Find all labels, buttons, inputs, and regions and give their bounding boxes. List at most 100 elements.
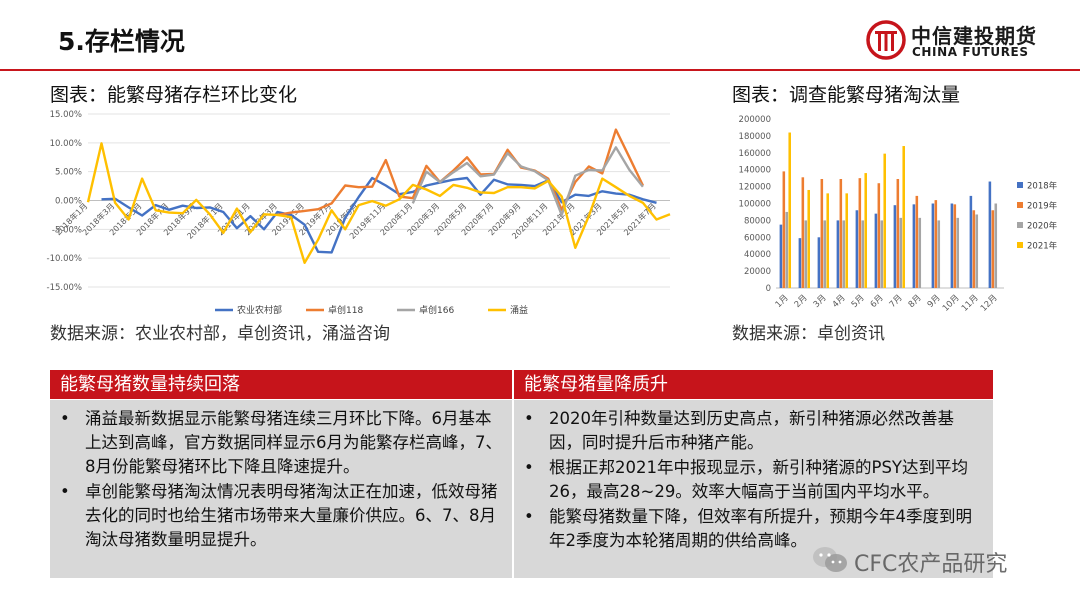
- y-tick-label: 40000: [744, 250, 771, 260]
- bar-2018年-2月: [798, 238, 802, 288]
- y-tick-label: 15.00%: [50, 110, 82, 120]
- bullet-item: • 涌益最新数据显示能繁母猪连续三月环比下降。6月基本上达到高峰，官方数据同样显示…: [60, 409, 502, 476]
- bar-2019年-1月: [782, 171, 786, 288]
- bar-2021年-7月: [902, 146, 905, 288]
- bar-2019年-2月: [801, 177, 805, 288]
- bar-2019年-5月: [858, 178, 862, 288]
- bar-2020年-8月: [918, 217, 922, 288]
- bullet-item: • 卓创能繁母猪淘汰情况表明母猪淘汰正在加速，低效母猪去化的同时也给生猪市场带来大…: [60, 482, 498, 549]
- legend-label: 2019年: [1027, 201, 1058, 212]
- logo-chinese-name: 中信建投期货: [911, 24, 1037, 48]
- x-tick-label: 9月: [926, 293, 943, 310]
- bullet-item: • 2020年引种数量达到历史高点，新引种猪源必然改善基因，同时提升后市种猪产能。: [524, 409, 954, 452]
- bar-2021年-6月: [883, 153, 886, 288]
- bar-2019年-4月: [839, 178, 843, 288]
- series-line-卓创166: [411, 146, 644, 217]
- y-tick-label: -5.00%: [52, 225, 82, 235]
- y-tick-label: -10.00%: [47, 254, 82, 264]
- bar-2019年-8月: [915, 195, 919, 288]
- bar-2020年-10月: [956, 217, 960, 288]
- bar-2018年-1月: [779, 224, 783, 288]
- bar-2020年-2月: [804, 220, 808, 288]
- bar-2018年-5月: [855, 210, 859, 288]
- bar-2018年-9月: [931, 203, 935, 288]
- bar-2020年-4月: [842, 220, 846, 288]
- legend-label: 2021年: [1027, 241, 1058, 252]
- bar-2021年-4月: [845, 193, 848, 288]
- y-tick-label: 60000: [744, 233, 771, 243]
- y-tick-label: 0: [766, 284, 771, 294]
- sow-inventory-mom-chart: 15.00% 10.00% 5.00% 0.00% -5.00% -10.00% -15.0…: [47, 110, 671, 316]
- y-tick-label: 140000: [739, 166, 771, 176]
- y-tick-label: -15.00%: [47, 283, 82, 293]
- right-chart-title: 图表：调查能繁母猪淘汰量: [732, 84, 961, 106]
- bar-2020年-3月: [823, 220, 827, 288]
- legend-label: 农业农村部: [237, 304, 282, 316]
- legend-label: 卓创118: [328, 304, 363, 316]
- logo-english-name: CHINA FUTURES: [912, 45, 1029, 59]
- citic-emblem-icon: [866, 20, 906, 60]
- company-logo: 中信建投期货 CHINA FUTURES: [866, 18, 1056, 64]
- bar-2019年-6月: [877, 183, 881, 288]
- y-tick-label: 80000: [744, 216, 771, 226]
- left-panel-title: 能繁母猪数量持续回落: [50, 370, 512, 399]
- y-tick-label: 200000: [739, 115, 771, 125]
- bar-2018年-11月: [969, 195, 973, 288]
- page-title: 5.存栏情况: [58, 27, 185, 56]
- bar-2018年-4月: [836, 220, 840, 288]
- bar-2020年-7月: [899, 217, 903, 288]
- x-tick-label: 10月: [941, 293, 962, 314]
- right-chart-source: 数据来源：卓创资讯: [732, 324, 885, 344]
- bar-2019年-12月: [991, 210, 995, 288]
- x-tick-label: 6月: [869, 293, 886, 310]
- bar-2020年-12月: [994, 203, 998, 288]
- bar-2019年-11月: [972, 210, 976, 288]
- bar-2020年-5月: [861, 220, 865, 288]
- y-tick-label: 120000: [739, 183, 771, 193]
- left-chart-title: 图表：能繁母猪存栏环比变化: [50, 84, 298, 106]
- legend-label: 涌益: [510, 304, 528, 316]
- bar-2018年-3月: [817, 237, 821, 288]
- series-line-卓创118: [277, 128, 644, 217]
- wechat-icon: [813, 547, 847, 572]
- y-tick-label: 20000: [744, 267, 771, 277]
- legend-swatch: [1017, 222, 1023, 228]
- bar-2018年-6月: [874, 213, 878, 288]
- x-tick-label: 5月: [850, 293, 867, 310]
- y-tick-label: 180000: [739, 132, 771, 142]
- bar-2021年-1月: [788, 132, 791, 288]
- header-divider: [0, 69, 1080, 71]
- bar-2020年-11月: [975, 214, 979, 288]
- x-tick-label: 11月: [960, 293, 981, 314]
- bar-2020年-6月: [880, 220, 884, 288]
- x-tick-label: 4月: [831, 293, 848, 310]
- right-panel-title: 能繁母猪量降质升: [514, 370, 993, 399]
- left-chart-source: 数据来源：农业农村部，卓创资讯，涌溢咨询: [50, 324, 390, 344]
- bar-2019年-7月: [896, 178, 900, 288]
- bar-2021年-2月: [807, 189, 810, 288]
- y-tick-label: 100000: [739, 200, 771, 210]
- bullet-item: • 能繁母猪数量下降，但效率有所提升，预期今年4季度到明年2季度为本轮猪周期的供给…: [524, 507, 972, 550]
- x-tick-label: 12月: [979, 293, 1000, 314]
- x-tick-label: 7月: [888, 293, 905, 310]
- left-panel-body: • 涌益最新数据显示能繁母猪连续三月环比下降。6月基本上达到高峰，官方数据同样显示…: [50, 400, 512, 578]
- y-tick-label: 5.00%: [55, 168, 82, 178]
- legend-swatch: [1017, 182, 1023, 188]
- bar-2021年-5月: [864, 173, 867, 288]
- x-tick-label: 1月: [774, 293, 791, 310]
- sow-culling-chart: 2000001800001600001400001200001000008000…: [739, 115, 1058, 314]
- bar-2019年-10月: [953, 204, 957, 288]
- series-line-涌益: [86, 142, 671, 264]
- bar-2021年-3月: [826, 193, 829, 288]
- x-tick-label: 8月: [907, 293, 924, 310]
- bar-2019年-9月: [934, 200, 938, 288]
- y-tick-label: 10.00%: [50, 139, 82, 149]
- y-tick-label: 0.00%: [55, 197, 82, 207]
- y-tick-label: 160000: [739, 149, 771, 159]
- bar-2019年-3月: [820, 178, 824, 288]
- x-tick-label: 3月: [812, 293, 829, 310]
- bar-2020年-9月: [937, 220, 941, 288]
- legend-swatch: [1017, 242, 1023, 248]
- bar-2020年-1月: [785, 211, 789, 288]
- legend-label: 2020年: [1027, 221, 1058, 232]
